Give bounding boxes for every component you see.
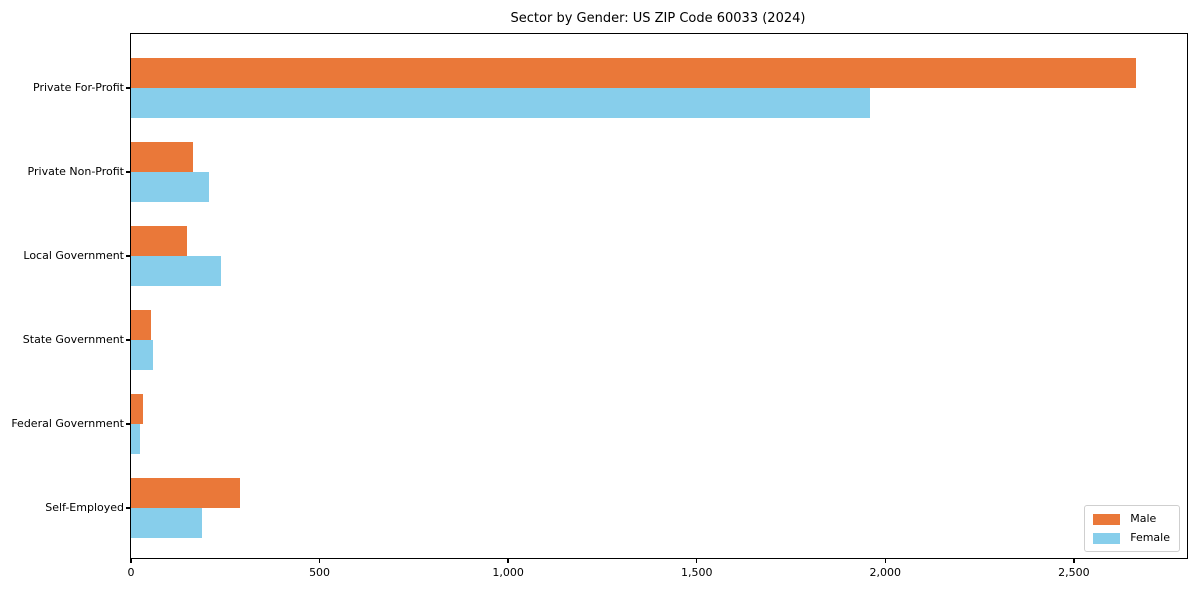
x-tick-mark bbox=[1073, 558, 1075, 563]
y-tick-mark bbox=[126, 423, 131, 425]
bar-male-self-employed bbox=[131, 478, 240, 508]
legend-swatch-female bbox=[1093, 532, 1121, 544]
y-axis-category-label: Self-Employed bbox=[45, 501, 124, 514]
y-axis-category-label: Federal Government bbox=[11, 417, 124, 430]
y-axis-category-label: Private For-Profit bbox=[33, 81, 124, 94]
y-tick-mark bbox=[126, 255, 131, 257]
bar-male-private-non-profit bbox=[131, 142, 194, 172]
y-axis-category-label: Private Non-Profit bbox=[27, 165, 124, 178]
plot-area: Private For-Profit Private Non-Profit Loca… bbox=[11, 33, 1188, 579]
x-axis-tick-label: 0 bbox=[127, 566, 135, 579]
bar-female-private-non-profit bbox=[131, 172, 210, 202]
x-axis-tick-label: 1,000 bbox=[492, 566, 524, 579]
x-axis-tick-label: 1,500 bbox=[680, 566, 713, 579]
x-tick-mark bbox=[696, 558, 698, 563]
bar-female-federal-government bbox=[131, 424, 141, 454]
legend-item-male: Male bbox=[1093, 513, 1170, 525]
x-axis-tick-label: 500 bbox=[309, 566, 331, 579]
x-tick-mark bbox=[884, 558, 886, 563]
x-tick-mark bbox=[318, 558, 321, 563]
x-tick-mark bbox=[130, 558, 132, 563]
legend-label-male: Male bbox=[1130, 512, 1157, 525]
bar-male-federal-government bbox=[131, 394, 143, 424]
y-tick-mark bbox=[126, 87, 131, 89]
bar-male-state-government bbox=[131, 310, 152, 340]
legend-label-female: Female bbox=[1130, 531, 1170, 544]
legend-swatch-male bbox=[1093, 513, 1121, 525]
bar-female-self-employed bbox=[131, 508, 202, 538]
bar-female-state-government bbox=[131, 340, 153, 370]
x-tick-mark bbox=[507, 558, 509, 563]
x-axis-tick-label: 2,000 bbox=[869, 566, 902, 579]
y-tick-mark bbox=[126, 171, 131, 173]
bar-female-private-for-profit bbox=[131, 88, 871, 118]
legend: Male Female bbox=[1084, 505, 1180, 552]
y-tick-mark bbox=[126, 507, 131, 509]
y-axis-category-label: Local Government bbox=[23, 249, 124, 262]
legend-item-female: Female bbox=[1093, 532, 1170, 544]
y-axis-category-label: State Government bbox=[22, 333, 124, 346]
x-axis-tick-label: 2,500 bbox=[1058, 566, 1090, 579]
bar-male-private-for-profit bbox=[131, 58, 1137, 88]
bar-male-local-government bbox=[131, 226, 187, 256]
bar-female-local-government bbox=[131, 256, 222, 286]
chart-title: Sector by Gender: US ZIP Code 60033 (202… bbox=[510, 11, 806, 26]
y-tick-mark bbox=[126, 339, 131, 341]
